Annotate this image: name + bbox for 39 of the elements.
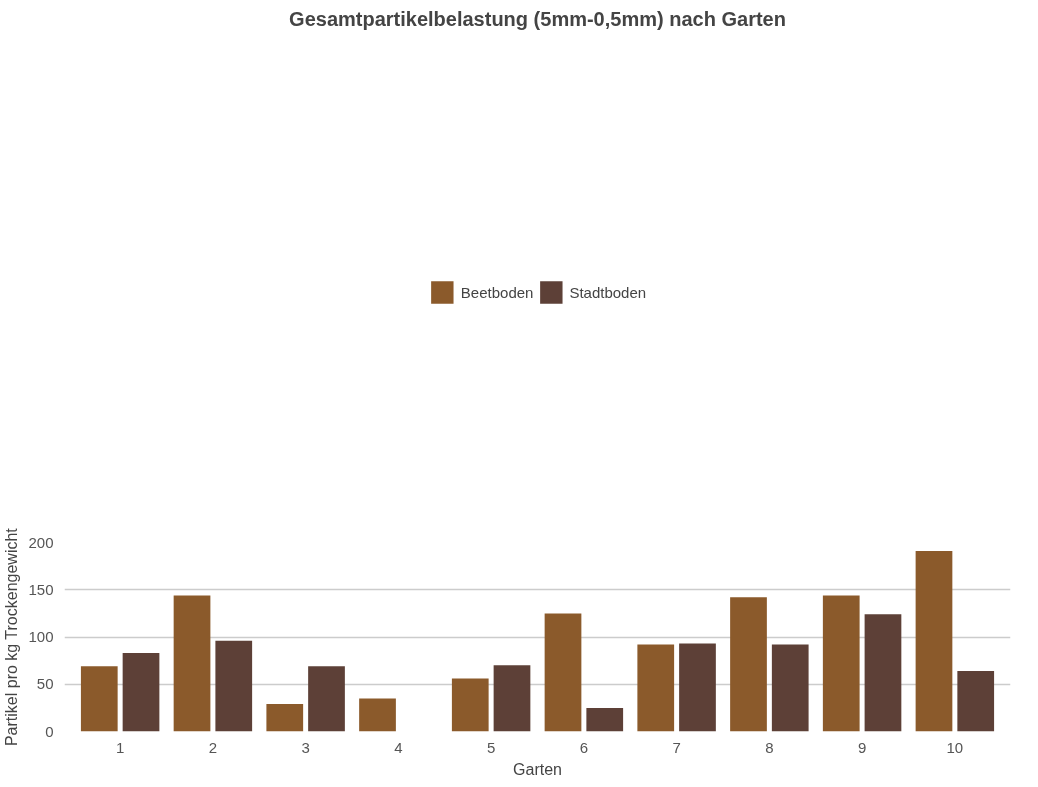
bar [679,643,716,732]
bar [215,640,253,732]
chart-title: Gesamtpartikelbelastung (5mm-0,5mm) nach Garten [289,7,786,30]
x-tick-label: 1 [115,738,125,756]
x-tick-label: 2 [208,738,218,756]
x-tick-label: 8 [765,738,774,756]
bar [493,665,531,732]
bar [915,551,953,732]
x-tick-label: 3 [301,738,310,756]
y-tick-label: 200 [28,533,54,551]
bar [730,597,767,732]
legend-label: Stadtboden [569,283,647,301]
bar [308,666,345,732]
y-tick-label: 100 [28,628,54,645]
bar [544,613,582,732]
x-tick-label: 10 [946,738,964,756]
x-axis-title: Garten [513,760,562,778]
bar [771,644,809,732]
bar [864,614,902,732]
y-tick-label: 150 [28,580,54,598]
bar [80,666,118,732]
y-tick-label: 50 [36,675,54,693]
y-tick-label: 0 [45,722,54,740]
legend-label: Beetboden [460,283,534,301]
bar [122,653,160,732]
bar [266,704,304,732]
y-axis-title: Partikel pro kg Trockengewicht [3,527,21,747]
x-tick-label: 6 [579,738,589,756]
bar [173,595,211,732]
x-tick-label: 7 [672,738,681,756]
bar [359,698,396,732]
x-tick-label: 4 [394,738,403,756]
bar [637,644,675,732]
bar [957,671,995,732]
x-tick-label: 9 [857,738,867,756]
x-tick-label: 5 [486,738,496,756]
bar [451,678,489,732]
bar [586,707,624,732]
bar [822,595,860,732]
